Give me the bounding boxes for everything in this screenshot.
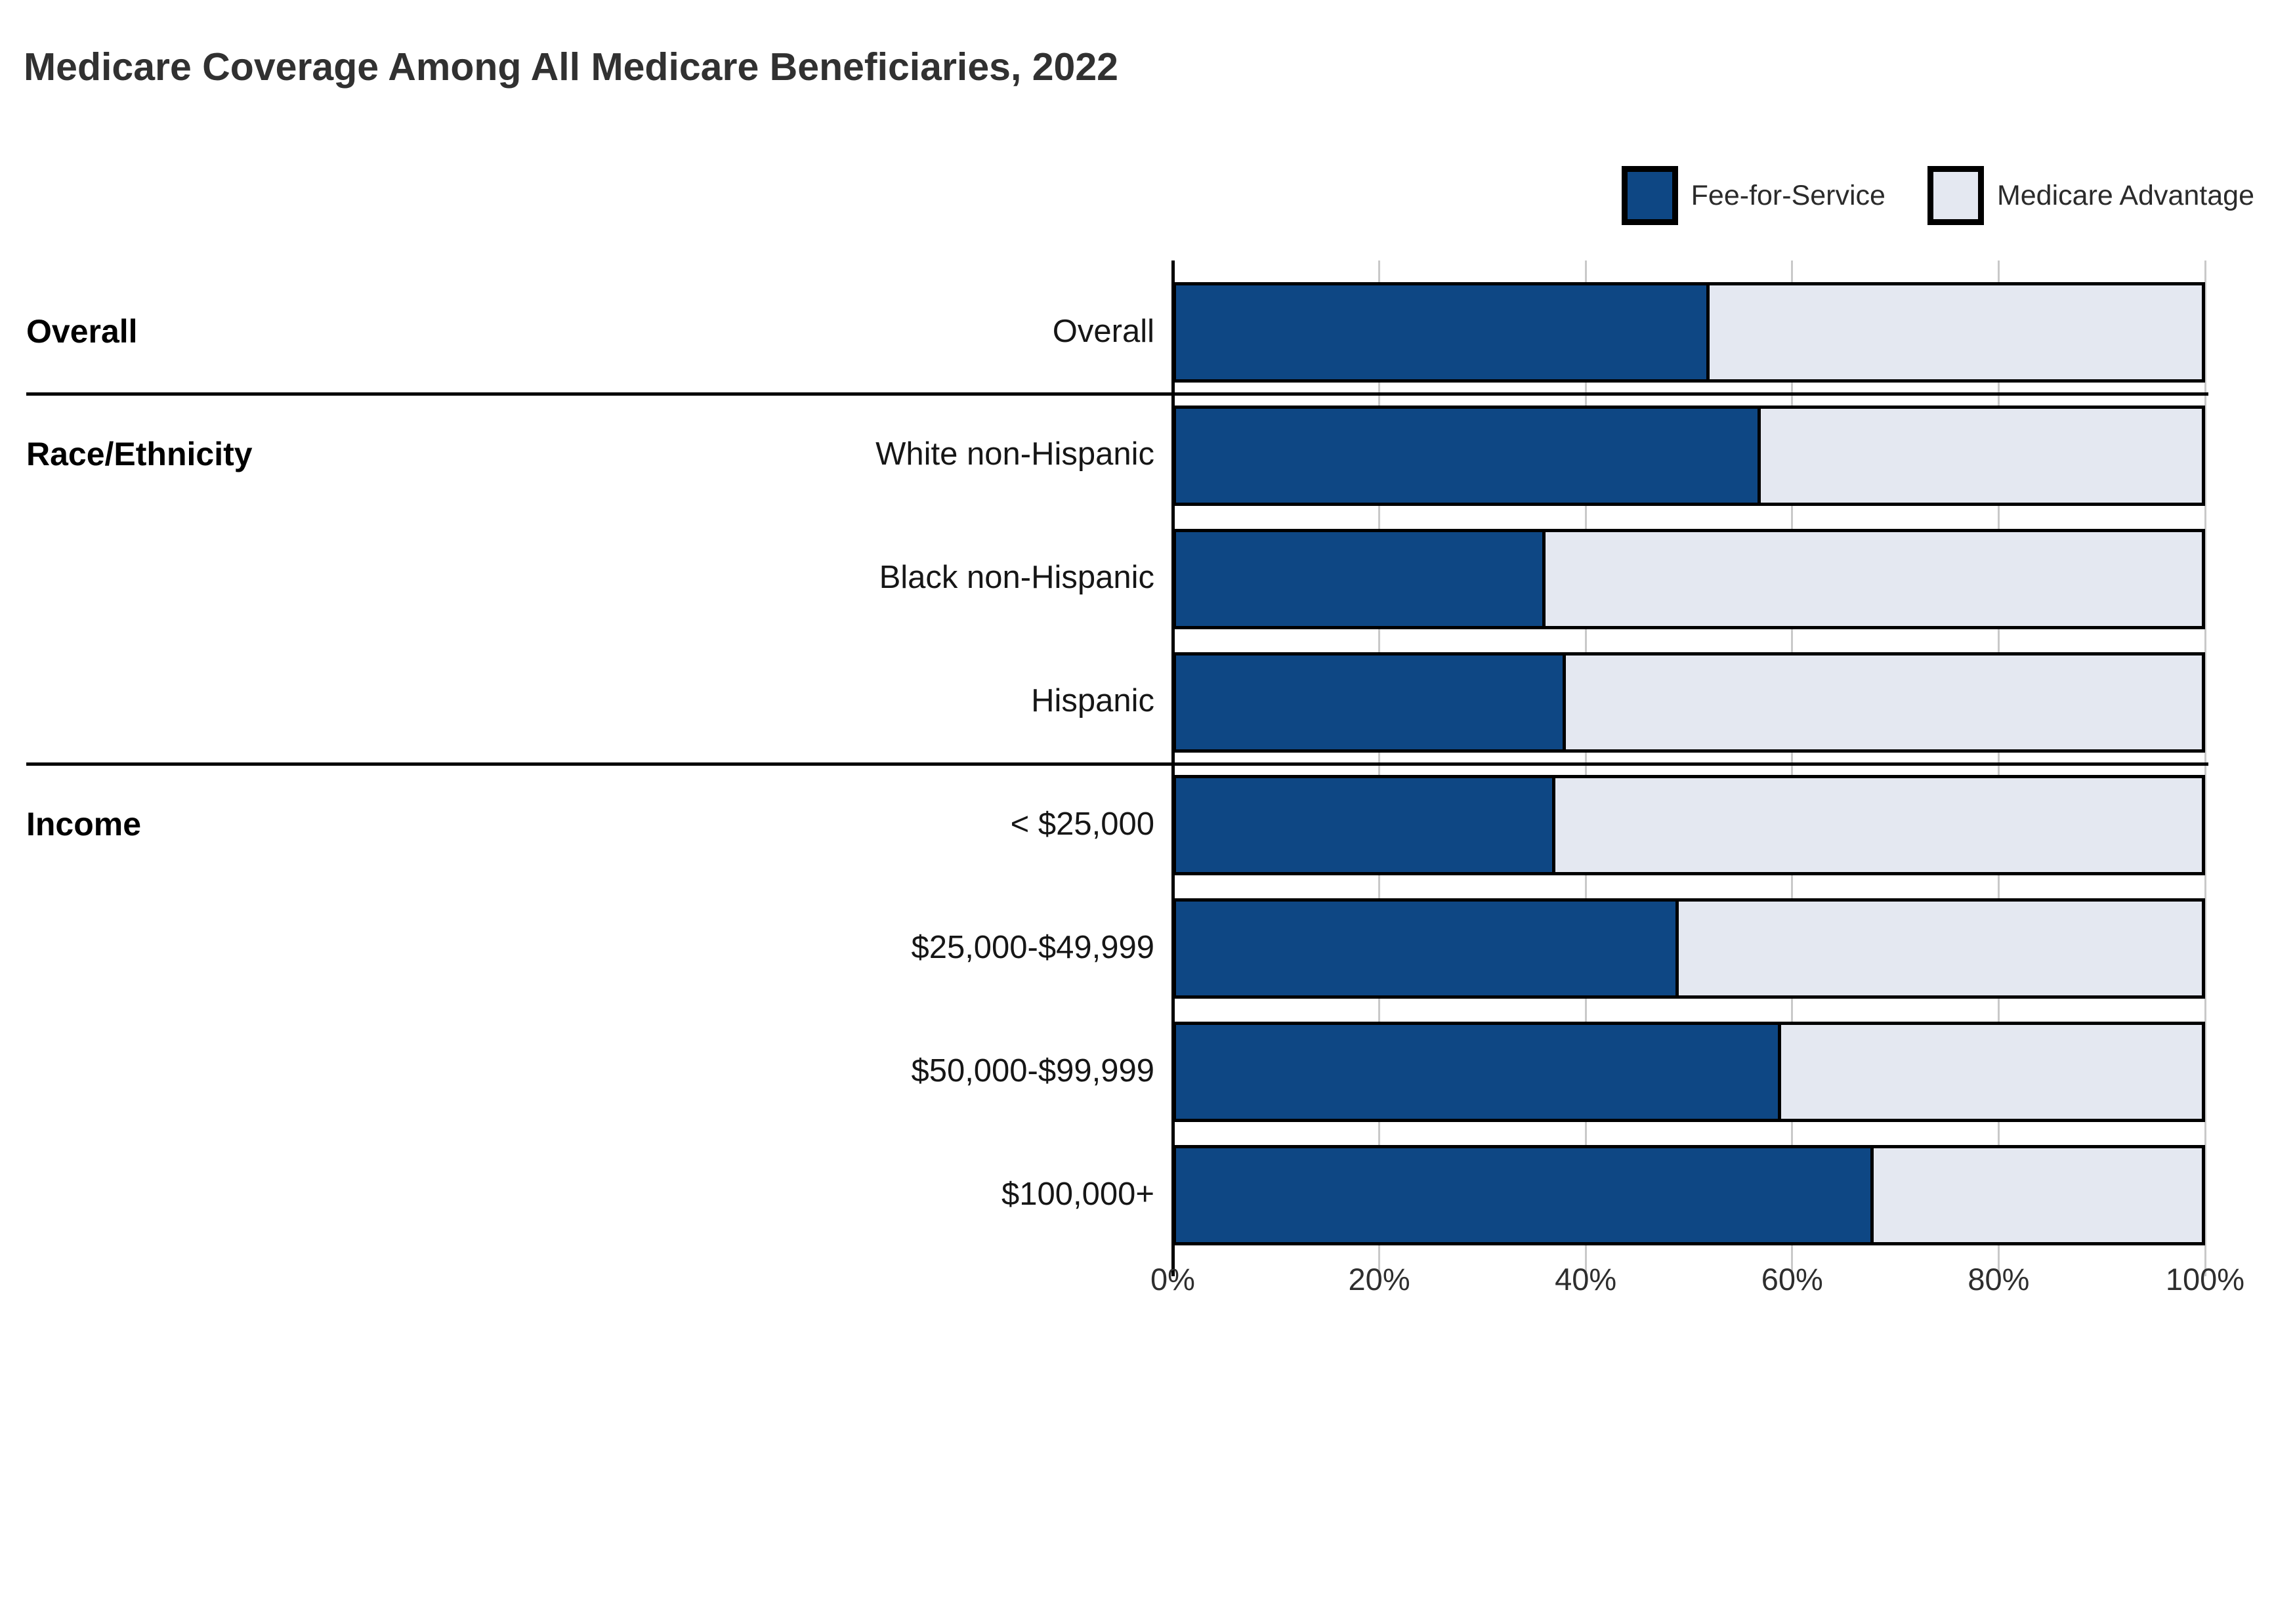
row-label-100-000: $100,000+ [1001, 1176, 1154, 1212]
row-label-25-000: < $25,000 [1010, 806, 1154, 842]
legend-item-medicare-advantage: Medicare Advantage [1927, 166, 2254, 225]
x-tick-label-20: 20% [1348, 1262, 1410, 1297]
x-tick-label-60: 60% [1761, 1262, 1823, 1297]
x-tick-label-40: 40% [1555, 1262, 1617, 1297]
legend-label-medicare-advantage: Medicare Advantage [1996, 179, 2254, 211]
x-tick-label-80: 80% [1968, 1262, 2030, 1297]
bar-segment-medicare-advantage-black-non-hispanic [1545, 531, 2202, 626]
bar-segment-medicare-advantage-25-000 [1555, 778, 2202, 873]
bar-row-hispanic [1173, 652, 2205, 753]
bar-row-white-non-hispanic [1173, 405, 2205, 506]
bar-row-100-000 [1173, 1145, 2205, 1246]
bar-row-black-non-hispanic [1173, 528, 2205, 629]
gridline-60 [1791, 260, 1794, 1276]
gridline-80 [1997, 260, 2000, 1276]
bar-segment-medicare-advantage-overall [1709, 285, 2202, 379]
section-separator-after-race-ethnicity [26, 762, 2208, 766]
x-tick-label-0: 0% [1150, 1262, 1195, 1297]
row-label-black-non-hispanic: Black non-Hispanic [879, 560, 1154, 596]
bar-segment-medicare-advantage-white-non-hispanic [1760, 408, 2202, 503]
bar-segment-fee-for-service-black-non-hispanic [1176, 531, 1546, 626]
bar-row-overall [1173, 282, 2205, 383]
row-label-white-non-hispanic: White non-Hispanic [875, 436, 1154, 472]
bar-segment-fee-for-service-white-non-hispanic [1176, 408, 1761, 503]
bar-segment-medicare-advantage-100-000 [1873, 1148, 2202, 1243]
legend-swatch-fee-for-service [1621, 166, 1678, 225]
bar-row-50-000-99-999 [1173, 1022, 2205, 1123]
bar-segment-fee-for-service-overall [1176, 285, 1710, 379]
row-label-overall: Overall [1052, 313, 1154, 349]
group-label-overall: Overall [26, 312, 138, 350]
legend-label-fee-for-service: Fee-for-Service [1691, 179, 1885, 211]
x-tick-label-100: 100% [2165, 1262, 2245, 1297]
group-label-race-ethnicity: Race/Ethnicity [26, 436, 253, 473]
bar-segment-medicare-advantage-50-000-99-999 [1781, 1025, 2202, 1119]
gridline-40 [1584, 260, 1587, 1276]
bar-segment-fee-for-service-25-000-49-999 [1176, 902, 1679, 996]
row-label-25-000-49-999: $25,000-$49,999 [911, 929, 1154, 965]
row-label-hispanic: Hispanic [1031, 683, 1154, 719]
legend: Fee-for-Service Medicare Advantage [1621, 165, 2254, 226]
bar-row-25-000 [1173, 775, 2205, 876]
legend-swatch-medicare-advantage [1927, 166, 1984, 225]
gridline-20 [1378, 260, 1381, 1276]
legend-item-fee-for-service: Fee-for-Service [1621, 166, 1885, 225]
bar-segment-fee-for-service-25-000 [1176, 778, 1556, 873]
row-label-50-000-99-999: $50,000-$99,999 [911, 1052, 1154, 1089]
bar-segment-fee-for-service-100-000 [1176, 1148, 1874, 1243]
bar-row-25-000-49-999 [1173, 898, 2205, 999]
bar-segment-fee-for-service-50-000-99-999 [1176, 1025, 1782, 1119]
bar-segment-medicare-advantage-hispanic [1565, 655, 2202, 749]
gridline-100 [2204, 260, 2206, 1276]
bar-segment-medicare-advantage-25-000-49-999 [1678, 902, 2202, 996]
group-label-income: Income [26, 805, 142, 843]
chart-title: Medicare Coverage Among All Medicare Ben… [24, 45, 1118, 89]
bar-segment-fee-for-service-hispanic [1176, 655, 1566, 749]
section-separator-after-overall [26, 392, 2208, 396]
y-axis-line [1171, 260, 1175, 1276]
